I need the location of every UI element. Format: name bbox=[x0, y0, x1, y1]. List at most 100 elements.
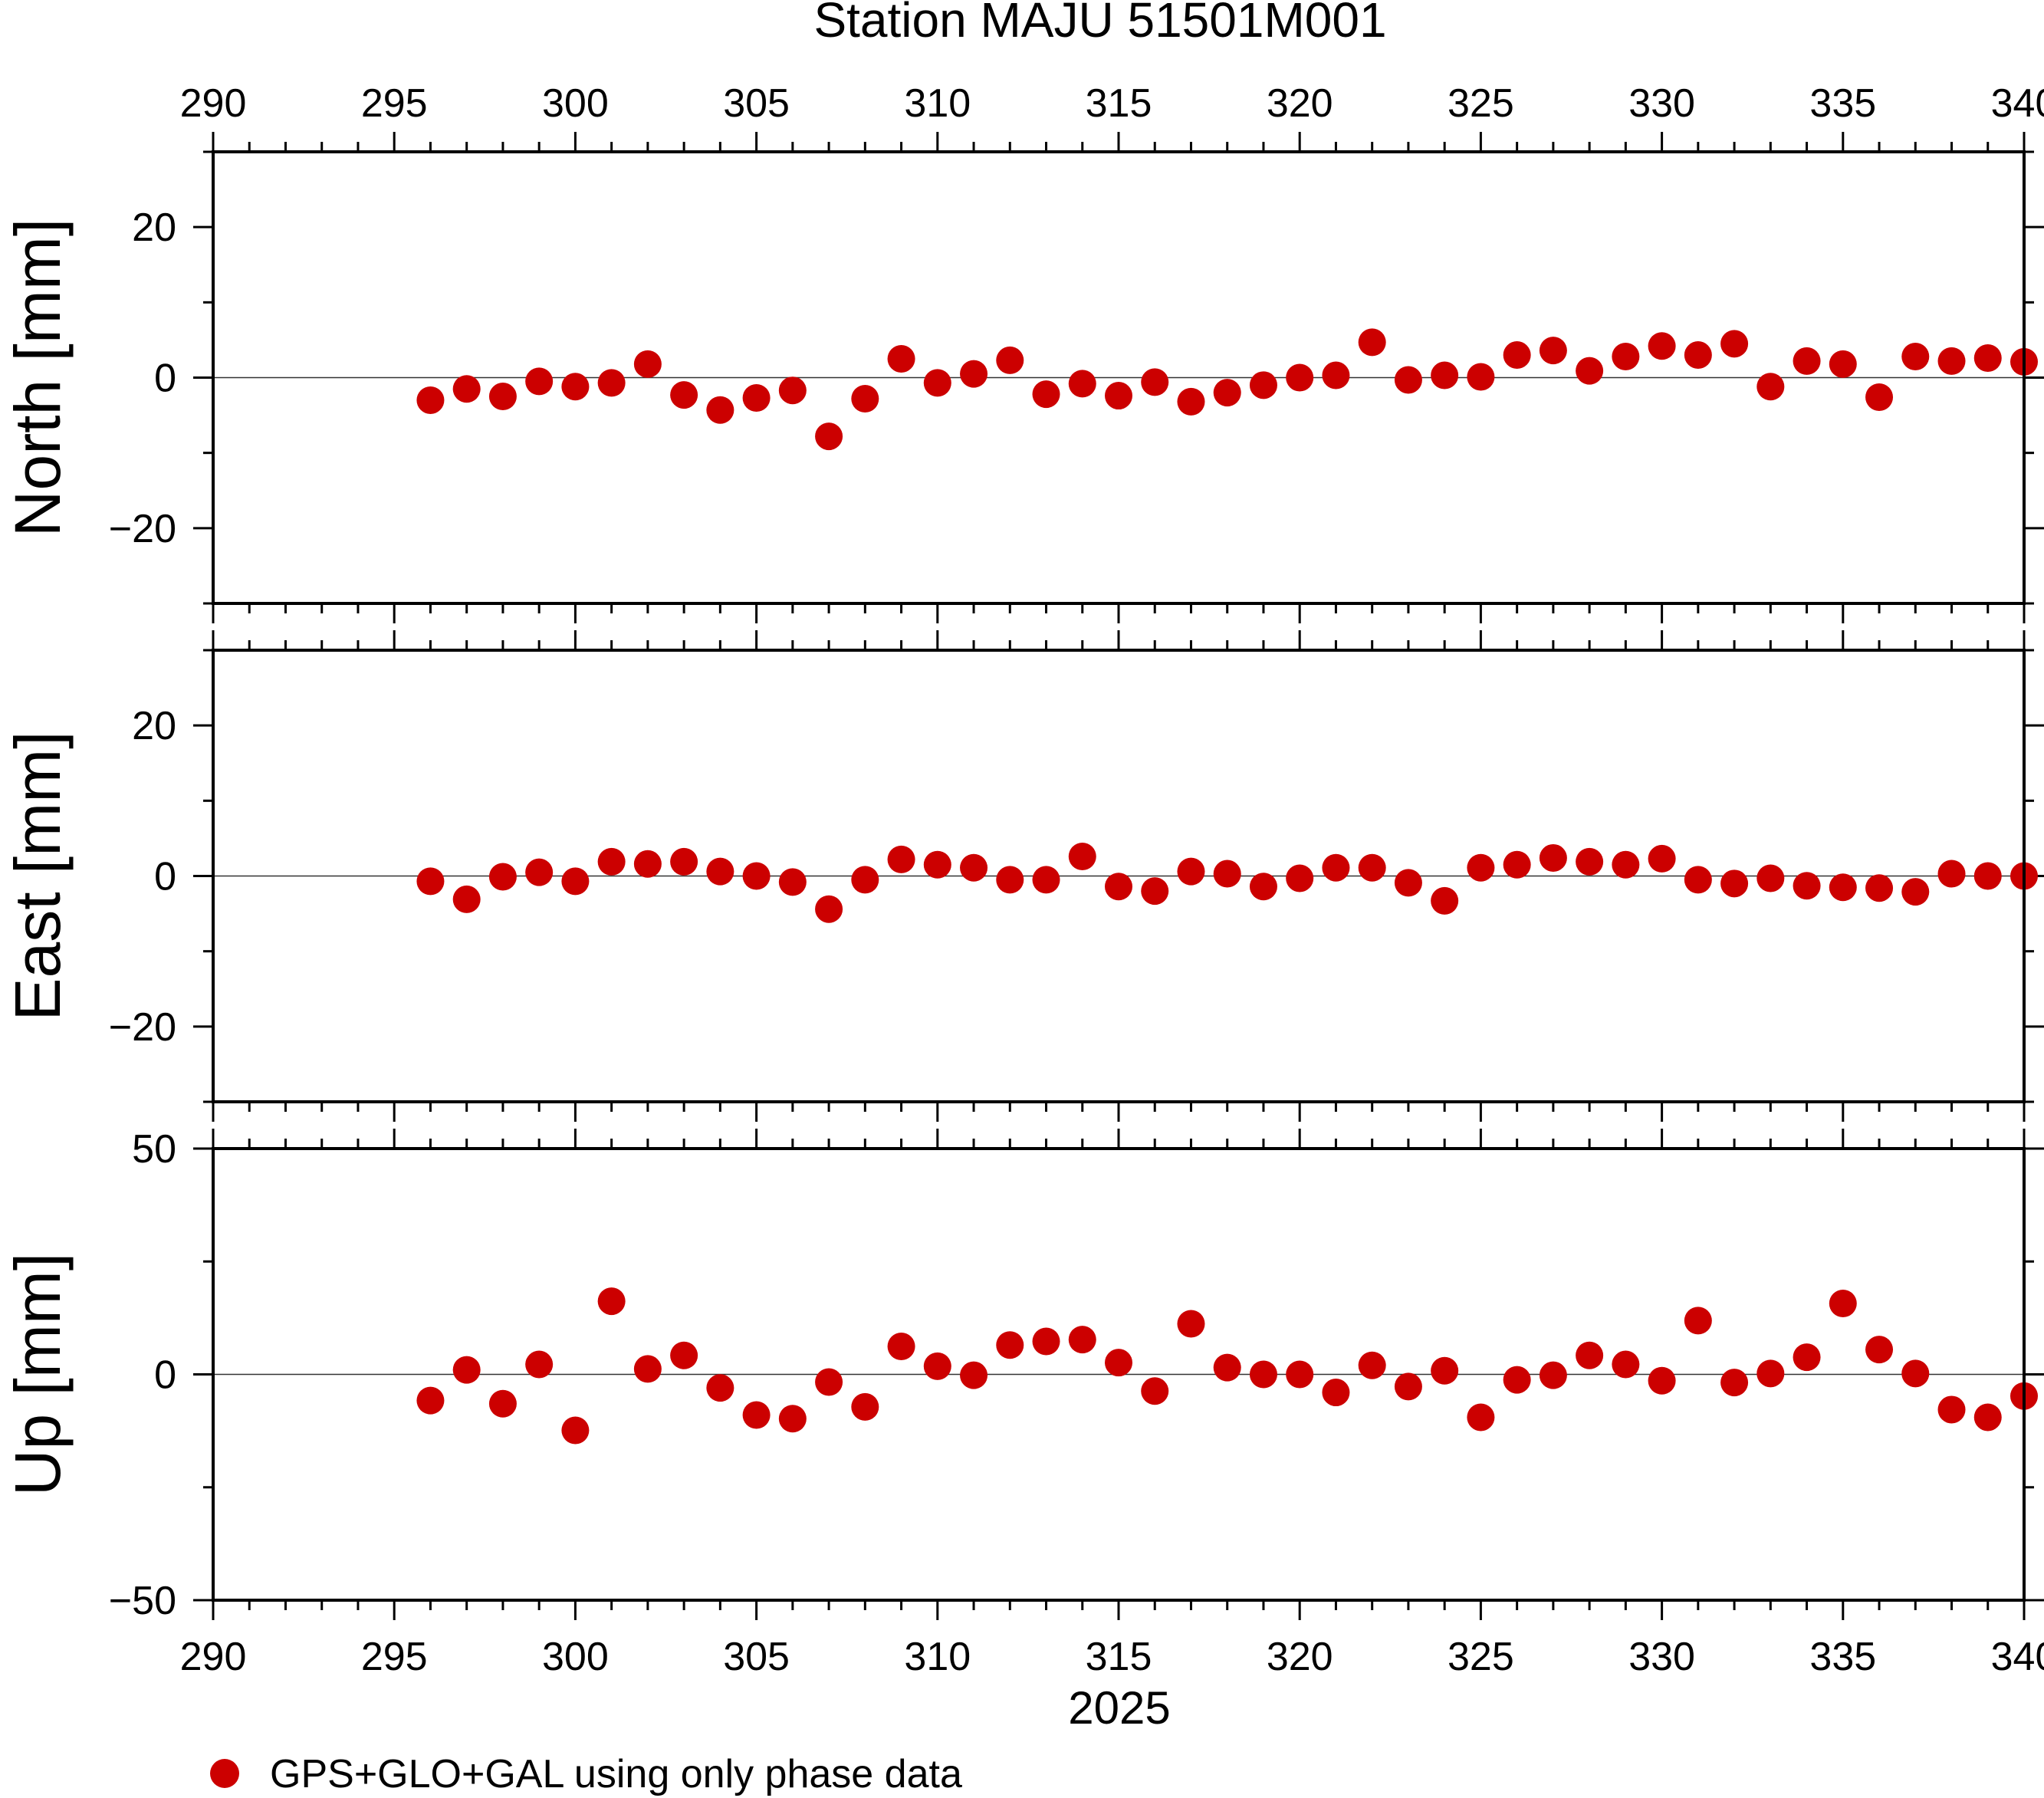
data-point bbox=[778, 376, 807, 405]
data-point bbox=[1431, 361, 1459, 390]
data-point bbox=[1503, 341, 1531, 370]
data-point bbox=[1829, 350, 1857, 378]
y-tick-labels: −50 0 50 bbox=[109, 1127, 176, 1623]
data-point bbox=[488, 863, 517, 891]
data-point bbox=[1213, 379, 1241, 407]
data-point bbox=[1937, 860, 1966, 888]
top-x-tick-label: 310 bbox=[904, 81, 971, 126]
data-point bbox=[1141, 877, 1169, 906]
data-point bbox=[1829, 1290, 1857, 1318]
y-axis-label: Up [mm] bbox=[2, 1253, 74, 1496]
data-point bbox=[1322, 1379, 1350, 1407]
data-point bbox=[1032, 866, 1060, 894]
data-point bbox=[815, 895, 843, 923]
data-point bbox=[1539, 843, 1567, 872]
data-points bbox=[416, 842, 2038, 923]
data-point bbox=[597, 847, 626, 876]
data-point bbox=[416, 386, 445, 414]
data-point bbox=[1539, 337, 1567, 365]
data-point bbox=[1358, 853, 1386, 882]
data-point bbox=[597, 1287, 626, 1316]
top-x-tick-label: 330 bbox=[1628, 81, 1695, 126]
data-point bbox=[996, 1331, 1024, 1359]
data-point bbox=[1431, 1356, 1459, 1385]
bottom-x-tick-labels: 290 295 300 305 310 315 320 325 330 335 340 bbox=[180, 1635, 2044, 1679]
bottom-x-tick-label: 325 bbox=[1448, 1635, 1514, 1679]
data-point bbox=[996, 346, 1024, 374]
data-point bbox=[1973, 862, 2002, 890]
data-point bbox=[1756, 373, 1785, 401]
data-point bbox=[1793, 872, 1821, 900]
y-ticks bbox=[193, 649, 2044, 1103]
data-point bbox=[633, 350, 662, 378]
y-axis-label: North [mm] bbox=[2, 219, 74, 537]
top-x-tick-labels: 290 295 300 305 310 315 320 325 330 335 340 bbox=[180, 81, 2044, 126]
data-point bbox=[960, 853, 988, 882]
data-point bbox=[1249, 873, 1277, 901]
data-point bbox=[742, 384, 771, 413]
data-point bbox=[416, 1386, 445, 1415]
data-point bbox=[1286, 363, 1314, 392]
data-point bbox=[923, 369, 951, 397]
y-tick-labels: −20 0 20 bbox=[109, 205, 176, 551]
data-point bbox=[670, 381, 698, 409]
data-point bbox=[1394, 366, 1422, 394]
data-point bbox=[1177, 857, 1205, 886]
y-tick-label: −20 bbox=[109, 1005, 176, 1050]
data-point bbox=[1576, 847, 1604, 876]
data-point bbox=[452, 885, 481, 913]
data-point bbox=[778, 868, 807, 896]
panel-east: −20 0 20 East [mm] bbox=[2, 630, 2044, 1122]
data-point bbox=[1105, 382, 1132, 410]
data-point bbox=[452, 1356, 481, 1384]
bottom-x-tick-label: 295 bbox=[361, 1635, 428, 1679]
data-point bbox=[1684, 1307, 1712, 1335]
data-point bbox=[1032, 380, 1060, 409]
data-point bbox=[1612, 343, 1640, 371]
panel-up: −50 0 50 Up [mm] bbox=[2, 1127, 2044, 1623]
data-point bbox=[1720, 1369, 1749, 1397]
data-point bbox=[1612, 850, 1640, 879]
data-point bbox=[960, 1361, 988, 1389]
data-point bbox=[815, 1368, 843, 1396]
bottom-x-tick-label: 335 bbox=[1809, 1635, 1876, 1679]
data-point bbox=[706, 1374, 734, 1402]
data-point bbox=[1068, 842, 1096, 870]
data-point bbox=[1793, 347, 1821, 375]
bottom-x-tick-label: 300 bbox=[542, 1635, 609, 1679]
data-point bbox=[960, 360, 988, 388]
data-point bbox=[1901, 878, 1930, 906]
data-point bbox=[1068, 1326, 1096, 1354]
data-point bbox=[778, 1405, 807, 1433]
data-point bbox=[1213, 860, 1241, 888]
data-point bbox=[1937, 347, 1966, 375]
data-point bbox=[633, 850, 662, 878]
data-point bbox=[706, 857, 734, 886]
panel-frame bbox=[212, 1147, 2026, 1602]
bottom-x-tick-label: 310 bbox=[904, 1635, 971, 1679]
data-point bbox=[1720, 869, 1749, 898]
y-tick-label: 0 bbox=[154, 855, 176, 899]
data-point bbox=[1576, 357, 1604, 385]
data-point bbox=[742, 862, 771, 890]
y-ticks bbox=[193, 1147, 2044, 1602]
data-point bbox=[561, 867, 590, 896]
data-point bbox=[1249, 1360, 1277, 1389]
data-point bbox=[1286, 1360, 1314, 1389]
legend-marker bbox=[210, 1759, 239, 1788]
data-point bbox=[1973, 1403, 2002, 1431]
bottom-x-tick-label: 305 bbox=[723, 1635, 790, 1679]
top-x-tick-label: 320 bbox=[1267, 81, 1333, 126]
data-points bbox=[416, 1287, 2038, 1445]
data-point bbox=[597, 369, 626, 397]
data-point bbox=[1322, 361, 1350, 390]
data-point bbox=[1829, 873, 1857, 902]
data-point bbox=[1576, 1341, 1604, 1369]
y-tick-label: 20 bbox=[132, 704, 176, 748]
data-point bbox=[1358, 1351, 1386, 1379]
data-point bbox=[1322, 853, 1350, 882]
data-point bbox=[1358, 328, 1386, 357]
data-point bbox=[670, 1341, 698, 1369]
x-axis-label: 2025 bbox=[1068, 1682, 1170, 1734]
data-point bbox=[887, 344, 915, 373]
